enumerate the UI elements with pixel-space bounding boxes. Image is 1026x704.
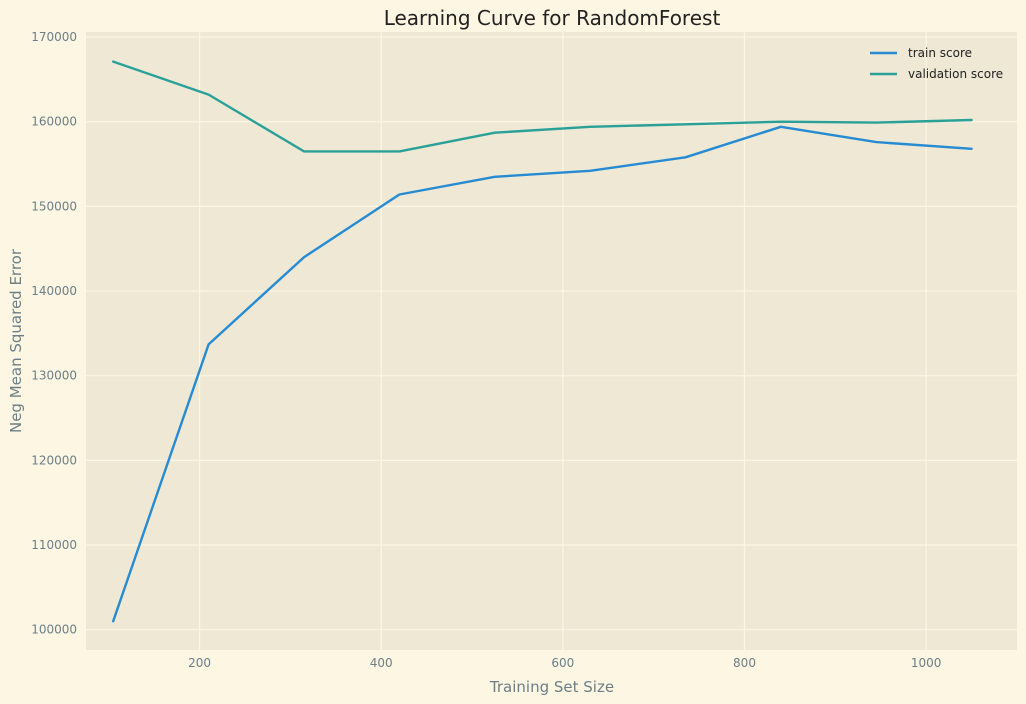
- y-tick-label: 100000: [31, 623, 77, 637]
- y-axis-label: Neg Mean Squared Error: [7, 248, 25, 433]
- x-tick-label: 200: [188, 656, 211, 670]
- y-tick-label: 110000: [31, 538, 77, 552]
- series-lines: [111, 60, 973, 623]
- plot-area: [86, 32, 1017, 650]
- y-tick-label: 170000: [31, 30, 77, 44]
- x-tick-label: 400: [370, 656, 393, 670]
- tick-labels: 200 400 600 800 1000 100000 110000 120000 130000…: [31, 30, 941, 670]
- series-line-0: [111, 125, 973, 623]
- y-tick-label: 160000: [31, 115, 77, 129]
- y-tick-label: 130000: [31, 369, 77, 383]
- chart-title: Learning Curve for RandomForest: [384, 6, 721, 30]
- y-tick-label: 120000: [31, 453, 77, 467]
- legend-label: validation score: [908, 67, 1003, 81]
- legend-label: train score: [908, 46, 972, 60]
- legend: train score validation score: [870, 46, 1003, 81]
- y-tick-label: 150000: [31, 199, 77, 213]
- x-tick-label: 1000: [911, 656, 942, 670]
- y-tick-label: 140000: [31, 284, 77, 298]
- series-line-1: [111, 60, 973, 153]
- x-tick-label: 600: [551, 656, 574, 670]
- grid: [86, 32, 1017, 650]
- x-axis-label: Training Set Size: [489, 678, 614, 696]
- x-tick-label: 800: [733, 656, 756, 670]
